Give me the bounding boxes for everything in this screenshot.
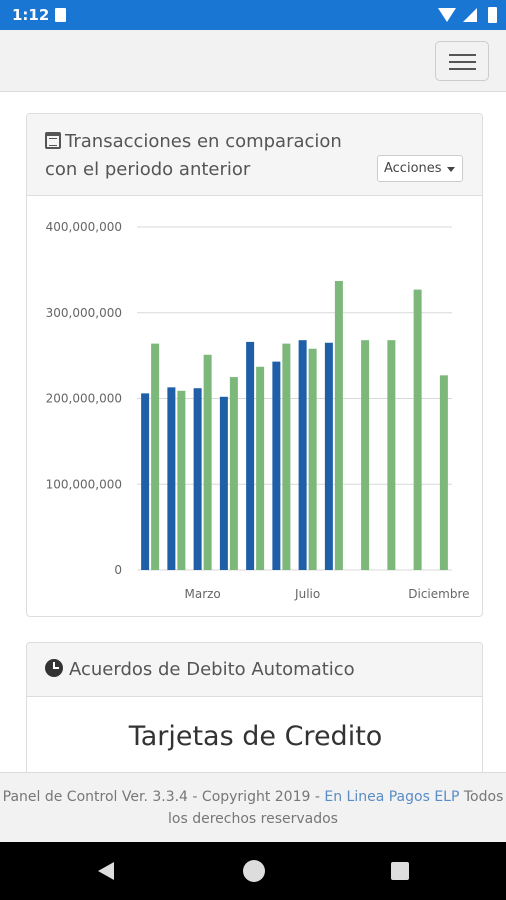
status-bar: 1:12: [0, 0, 506, 30]
y-tick-label: 300,000,000: [46, 306, 122, 320]
bar: [167, 387, 176, 570]
debits-card-title: Acuerdos de Debito Automatico: [45, 656, 355, 684]
y-tick-label: 200,000,000: [46, 392, 122, 406]
hamburger-icon-line: [449, 68, 476, 70]
bar: [203, 354, 212, 570]
bar: [256, 366, 265, 570]
signal-icon: [463, 8, 477, 22]
bar: [193, 388, 202, 570]
wifi-icon: [438, 8, 456, 22]
bar: [177, 390, 186, 570]
bar: [413, 289, 422, 570]
top-navbar: [0, 30, 506, 92]
footer-link[interactable]: En Linea Pagos ELP: [324, 789, 460, 805]
x-tick-label: Julio: [294, 587, 320, 601]
bar: [246, 341, 255, 570]
bar: [439, 375, 448, 570]
clock-icon: [45, 659, 63, 677]
main-content[interactable]: Transacciones en comparacion con el peri…: [0, 92, 506, 772]
bar: [141, 393, 150, 570]
debits-title-text: Acuerdos de Debito Automatico: [69, 659, 355, 680]
bar: [387, 340, 396, 570]
debits-card-header: Acuerdos de Debito Automatico: [27, 643, 482, 697]
actions-label: Acciones: [384, 161, 442, 176]
home-icon[interactable]: [243, 860, 265, 882]
bar: [308, 348, 317, 570]
actions-dropdown-button[interactable]: Acciones: [377, 155, 463, 182]
y-tick-label: 100,000,000: [46, 477, 122, 491]
calendar-icon: [45, 132, 61, 149]
caret-down-icon: [447, 167, 455, 172]
transactions-card-title: Transacciones en comparacion con el peri…: [45, 128, 375, 184]
transactions-card: Transacciones en comparacion con el peri…: [26, 113, 483, 617]
bar: [219, 396, 228, 570]
x-tick-label: Diciembre: [408, 587, 469, 601]
x-tick-label: Marzo: [184, 587, 220, 601]
bar: [229, 377, 238, 570]
bar: [151, 343, 160, 570]
y-tick-label: 0: [114, 563, 122, 577]
bar: [361, 340, 370, 570]
transactions-title-text: Transacciones en comparacion con el peri…: [45, 131, 342, 180]
back-icon[interactable]: [98, 862, 114, 880]
debits-card: Acuerdos de Debito Automatico Tarjetas d…: [26, 642, 483, 772]
footer-text: Panel de Control Ver. 3.3.4 - Copyright …: [2, 789, 320, 805]
hamburger-icon-line: [449, 61, 476, 63]
transactions-card-header: Transacciones en comparacion con el peri…: [27, 114, 482, 196]
credit-cards-heading: Tarjetas de Credito: [128, 721, 383, 752]
bar: [298, 340, 307, 570]
bar: [324, 342, 333, 570]
recent-apps-icon[interactable]: [391, 862, 409, 880]
bar: [334, 281, 343, 570]
menu-toggle-button[interactable]: [435, 41, 489, 81]
battery-icon: [488, 7, 497, 23]
android-nav-bar: [0, 842, 506, 900]
status-time: 1:12: [12, 6, 50, 24]
footer-rights-text: Todos los derechos reservados: [168, 789, 504, 827]
transactions-bar-chart: 0 100,000,000 200,000,000 300,000,000 400,00…: [46, 220, 470, 601]
sd-card-icon: [55, 8, 66, 22]
bar: [272, 361, 281, 570]
y-tick-label: 400,000,000: [46, 220, 122, 234]
hamburger-icon-line: [449, 54, 476, 56]
bar: [282, 343, 291, 570]
footer: Panel de Control Ver. 3.3.4 - Copyright …: [0, 772, 506, 842]
